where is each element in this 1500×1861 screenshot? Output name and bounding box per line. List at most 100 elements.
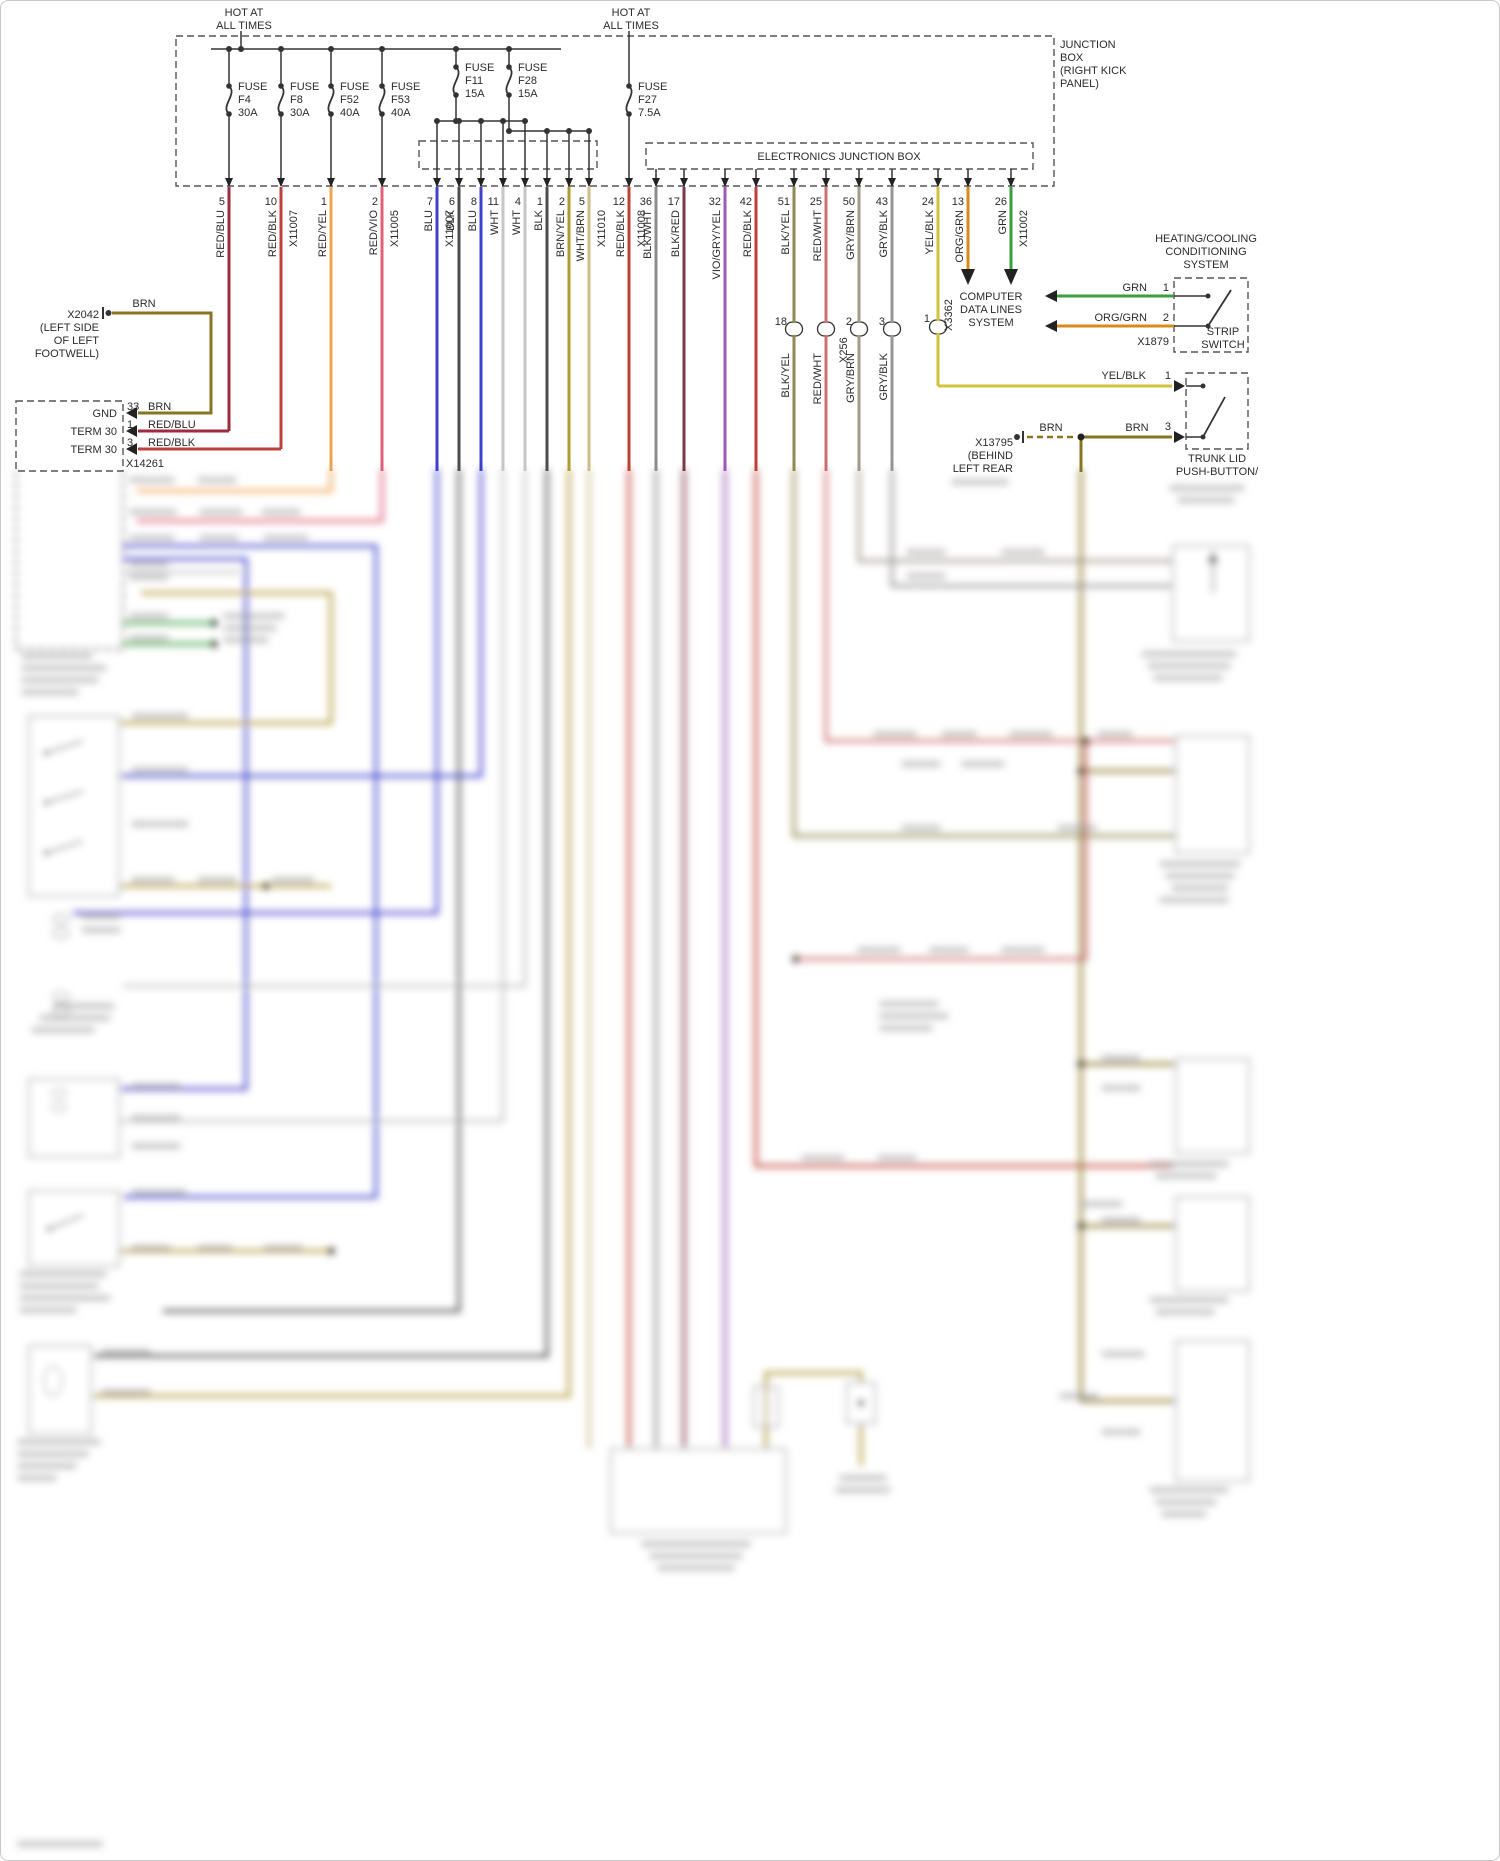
x2042-label: X2042 — [67, 309, 99, 321]
exit-arrow — [277, 178, 285, 187]
blurred-text — [1149, 1487, 1229, 1493]
wire-color-label: WHT — [489, 210, 501, 235]
x3362-break-mask — [932, 321, 944, 333]
strip-switch-stubs — [1174, 295, 1206, 327]
blurred-text — [951, 479, 1009, 485]
blurred-wire — [890, 469, 1173, 588]
trunk-switch-box — [1185, 372, 1249, 450]
pin-label: 11 — [488, 196, 499, 208]
connector-label: X11002 — [1018, 210, 1030, 247]
blurred-splice-dot — [1077, 1060, 1085, 1068]
exit-arrow — [752, 178, 760, 187]
blurred-text — [263, 535, 309, 541]
label: 15A — [465, 88, 485, 100]
footwell-module-outline — [15, 471, 124, 650]
exit-arrow — [433, 178, 441, 187]
blurred-text — [657, 1565, 735, 1571]
blurred-splice-dot — [857, 1399, 865, 1407]
wire-color-label: VIO/GRY/YEL — [711, 210, 723, 280]
label: FUSE — [391, 81, 420, 93]
blurred-splice-dot — [210, 619, 218, 627]
wire-color-label-below-x256: BLK/YEL — [780, 353, 792, 398]
blurred-text — [81, 927, 121, 933]
power-bus — [211, 31, 1012, 186]
pin-label: 5 — [219, 196, 225, 208]
blurred-text — [223, 637, 269, 643]
label: FUSE — [238, 81, 267, 93]
ground-terminal-block-outline — [15, 400, 124, 472]
wire-color-label: BLK — [533, 209, 545, 230]
wire-color-label-below-x256: GRY/BRN — [845, 353, 857, 403]
fuse-symbol — [378, 85, 386, 115]
label: 15A — [518, 88, 538, 100]
heating-system-label-3: SYSTEM — [1183, 259, 1228, 271]
electronics-junction-box-outline — [645, 142, 1034, 170]
wire-color-label: GRY/BRN — [845, 210, 857, 260]
exit-arrow — [521, 178, 529, 187]
wire-color-label: BLU — [467, 210, 479, 231]
blurred-splice-dot — [327, 1247, 335, 1255]
exit-arrow — [499, 178, 507, 187]
blurred-text — [1149, 1297, 1229, 1303]
blurred-text — [131, 877, 175, 883]
blurred-text — [877, 1155, 917, 1161]
trunk-wire-top-label: YEL/BLK — [1101, 370, 1146, 382]
x2042-location-3: FOOTWELL) — [35, 348, 99, 360]
blurred-text — [1161, 1511, 1207, 1517]
overlay: HOT AT ALL TIMES HOT AT ALL TIMES JUNCTI… — [35, 7, 1259, 478]
wire-color-label: RED/YEL — [317, 210, 329, 257]
blurred-text — [223, 613, 285, 619]
wire-color-label: BLK/WHT — [642, 210, 654, 259]
blurred-text — [19, 1271, 107, 1277]
blurred-text — [21, 665, 107, 671]
trunk-switch-contact-1 — [1200, 383, 1206, 389]
blurred-text — [901, 761, 941, 767]
exit-arrow — [378, 178, 386, 187]
exit-arrow — [1007, 178, 1015, 187]
ground-row-pin: 1 — [127, 419, 133, 431]
exit-arrow — [790, 178, 798, 187]
wire-color-label-below-x256: GRY/BLK — [878, 352, 890, 400]
strip-switch-lever — [1207, 289, 1232, 327]
exit-arrow — [585, 178, 593, 187]
fuse-symbol — [625, 85, 633, 115]
ground-row-label: TERM 30 — [71, 426, 117, 438]
pin-label: 25 — [810, 196, 822, 208]
blurred-text — [1155, 1309, 1215, 1315]
blurred-text — [1097, 731, 1133, 737]
blurred-text — [1057, 825, 1097, 831]
blurred-text — [839, 1475, 887, 1481]
blurred-text — [21, 677, 99, 683]
exit-arrow — [822, 178, 830, 187]
exit-arrow — [455, 178, 463, 187]
hot-at-all-times-2: HOT AT — [612, 7, 651, 19]
blurred-wire — [119, 469, 483, 778]
computer-system-label-3: SYSTEM — [968, 317, 1013, 329]
wire-color-label: GRN — [997, 210, 1009, 235]
blurred-text — [131, 767, 189, 773]
blurred-text — [53, 1003, 115, 1009]
blurred-text — [1001, 549, 1045, 555]
blurred-text — [1083, 1201, 1123, 1207]
label: 40A — [340, 107, 360, 119]
blurred-text — [1101, 1217, 1141, 1223]
trunk-wire-bottom2-label: BRN — [1125, 422, 1148, 434]
exit-arrow — [855, 178, 863, 187]
ground-row-wire: RED/BLU — [148, 419, 196, 431]
pin-label: 24 — [922, 196, 934, 208]
x2042-dot — [105, 310, 112, 316]
blurred-text — [81, 913, 121, 919]
blurred-splice-dot — [262, 882, 270, 890]
fuse-symbol — [452, 66, 460, 96]
computer-system-label-1: COMPUTER — [960, 291, 1023, 303]
strip-pin2-label: 2 — [1163, 312, 1169, 324]
pin-label: 7 — [427, 196, 433, 208]
blurred-text — [1149, 1161, 1229, 1167]
blurred-text — [131, 1083, 181, 1089]
label: 40A — [391, 107, 411, 119]
x3362-pin-label: 1 — [924, 313, 930, 325]
wire-color-label: RED/VIO — [368, 210, 380, 256]
connector-label: X11010 — [596, 210, 608, 247]
